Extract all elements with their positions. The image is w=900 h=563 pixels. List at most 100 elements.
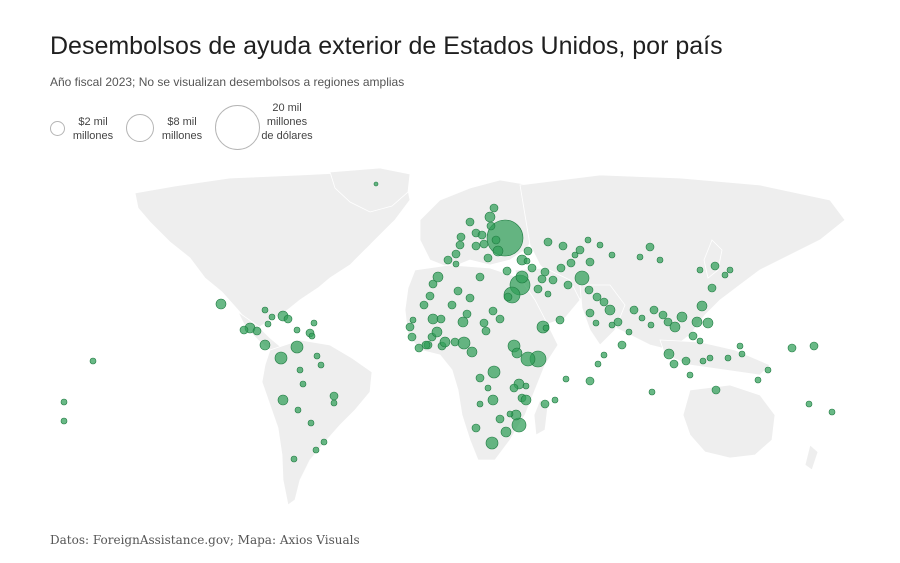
aid-bubble [409, 316, 417, 324]
aid-bubble [540, 399, 550, 409]
aid-bubble [373, 181, 379, 187]
aid-bubble [407, 332, 417, 342]
aid-bubble [329, 391, 339, 401]
aid-bubble [648, 388, 656, 396]
aid-bubble [669, 359, 679, 369]
aid-bubble [479, 318, 489, 328]
aid-bubble [283, 314, 293, 324]
aid-bubble [215, 298, 227, 310]
aid-bubble [307, 419, 315, 427]
aid-bubble [502, 266, 512, 276]
aid-bubble [658, 310, 668, 320]
aid-bubble [450, 337, 460, 347]
aid-bubble [485, 436, 499, 450]
aid-bubble [511, 417, 527, 433]
aid-bubble [585, 308, 595, 318]
legend-label-medium: $8 mil millones [161, 116, 203, 142]
aid-bubble [462, 309, 472, 319]
aid-bubble [330, 399, 338, 407]
aid-bubble [471, 423, 481, 433]
aid-bubble [585, 376, 595, 386]
aid-bubble [290, 455, 298, 463]
aid-bubble [584, 285, 594, 295]
aid-bubble [696, 300, 708, 312]
aid-bubble [511, 347, 523, 359]
aid-bubble [439, 336, 451, 348]
legend-circle-medium [126, 114, 154, 142]
aid-bubble [487, 394, 499, 406]
aid-bubble [754, 376, 762, 384]
aid-bubbles [60, 181, 836, 463]
aid-bubble [608, 321, 616, 329]
source-note: Datos: ForeignAssistance.gov; Mapa: Axio… [50, 533, 360, 547]
aid-bubble [312, 446, 320, 454]
aid-bubble [706, 354, 714, 362]
aid-bubble [60, 417, 68, 425]
land-southeast-asia [659, 339, 771, 376]
aid-bubble [451, 249, 461, 259]
aid-bubble [594, 360, 602, 368]
aid-bubble [484, 384, 492, 392]
land-greenland [329, 167, 411, 213]
aid-bubble [500, 426, 512, 438]
aid-bubble [495, 314, 505, 324]
aid-bubble [428, 279, 438, 289]
aid-bubble [736, 342, 744, 350]
aid-bubble [629, 305, 639, 315]
aid-bubble [522, 382, 530, 390]
aid-bubble [495, 414, 505, 424]
legend-label-small: $2 mil millones [72, 116, 114, 142]
aid-bubble [571, 251, 579, 259]
aid-bubble [509, 383, 519, 393]
aid-bubble [476, 400, 484, 408]
land-south-america [261, 339, 373, 506]
aid-bubble [696, 266, 704, 274]
aid-bubble [317, 361, 325, 369]
aid-bubble [506, 410, 514, 418]
land-new-zealand [804, 444, 819, 471]
aid-bubble [764, 366, 772, 374]
aid-bubble [592, 292, 602, 302]
aid-bubble [562, 375, 570, 383]
legend-circle-large [215, 105, 260, 150]
aid-bubble [239, 325, 249, 335]
aid-bubble [638, 314, 646, 322]
aid-bubble [432, 271, 444, 283]
aid-bubble [475, 373, 485, 383]
aid-bubble [277, 394, 289, 406]
chart-title: Desembolsos de ayuda exterior de Estados… [50, 32, 723, 60]
aid-bubble [608, 251, 616, 259]
aid-bubble [702, 317, 714, 329]
aid-bubble [707, 283, 717, 293]
aid-bubble [625, 328, 633, 336]
aid-bubble [457, 336, 471, 350]
aid-bubble [308, 332, 316, 340]
aid-bubble [447, 300, 457, 310]
aid-bubble [465, 217, 475, 227]
aid-bubble [645, 242, 655, 252]
aid-bubble [479, 239, 489, 249]
aid-bubble [453, 286, 463, 296]
aid-bubble [475, 272, 485, 282]
aid-bubble [268, 313, 276, 321]
aid-bubble [696, 337, 704, 345]
aid-bubble [431, 326, 443, 338]
aid-bubble [663, 348, 675, 360]
aid-bubble [721, 271, 729, 279]
size-legend: $2 mil millones $8 mil millones 20 mil m… [48, 100, 348, 160]
aid-bubble [592, 319, 600, 327]
aid-bubble [543, 237, 553, 247]
chart-subtitle: Año fiscal 2023; No se visualizan desemb… [50, 75, 405, 89]
world-map [60, 167, 846, 506]
aid-bubble [252, 326, 262, 336]
aid-bubble [293, 326, 301, 334]
aid-bubble [556, 263, 566, 273]
aid-bubble [533, 284, 543, 294]
aid-bubble [574, 270, 590, 286]
aid-bubble [484, 211, 496, 223]
aid-bubble [604, 304, 616, 316]
aid-bubble [477, 230, 487, 240]
aid-bubble [617, 340, 627, 350]
aid-bubble [313, 352, 321, 360]
aid-bubble [656, 256, 664, 264]
